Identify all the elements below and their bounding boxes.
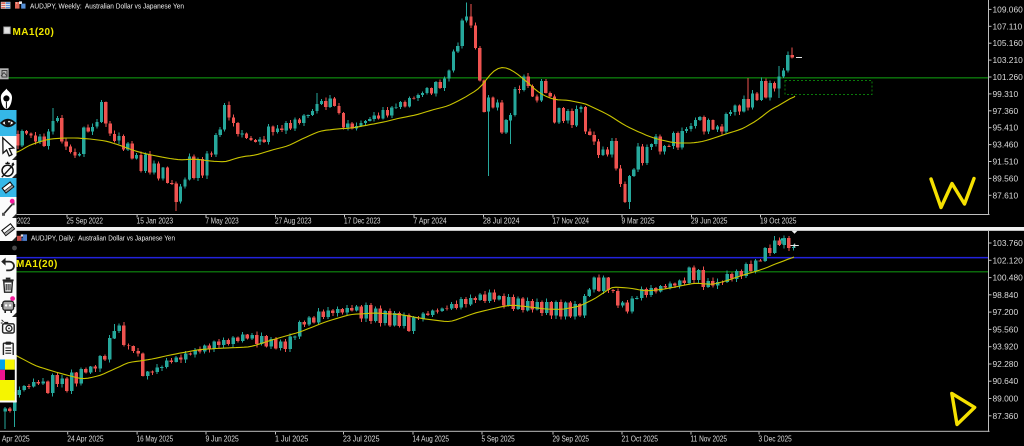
svg-text:14 Aug 2025: 14 Aug 2025 bbox=[413, 435, 450, 444]
svg-text:24 Apr 2025: 24 Apr 2025 bbox=[67, 435, 104, 444]
svg-text:90.640: 90.640 bbox=[993, 376, 1019, 386]
svg-text:97.360: 97.360 bbox=[993, 106, 1019, 116]
svg-text:87.360: 87.360 bbox=[993, 411, 1019, 421]
svg-text:98.840: 98.840 bbox=[993, 290, 1019, 300]
svg-text:2 Apr 2025: 2 Apr 2025 bbox=[0, 435, 30, 444]
svg-text:16 May 2025: 16 May 2025 bbox=[137, 435, 174, 444]
svg-text:5 Sep 2025: 5 Sep 2025 bbox=[482, 435, 516, 444]
svg-text:29 Jun 2025: 29 Jun 2025 bbox=[691, 216, 728, 225]
svg-text:99.310: 99.310 bbox=[993, 89, 1019, 99]
svg-text:89.000: 89.000 bbox=[993, 394, 1019, 404]
svg-text:25 Sep 2022: 25 Sep 2022 bbox=[67, 216, 104, 225]
svg-text:87.610: 87.610 bbox=[993, 190, 1019, 200]
svg-text:11 Nov 2025: 11 Nov 2025 bbox=[691, 435, 728, 444]
svg-text:7 May 2023: 7 May 2023 bbox=[206, 216, 240, 225]
svg-text:3 Dec 2025: 3 Dec 2025 bbox=[759, 435, 793, 444]
svg-text:97.200: 97.200 bbox=[993, 307, 1019, 317]
svg-text:19 Oct 2025: 19 Oct 2025 bbox=[760, 216, 797, 225]
svg-text:29 Sep 2025: 29 Sep 2025 bbox=[553, 435, 590, 444]
svg-text:23 Jul 2025: 23 Jul 2025 bbox=[343, 435, 380, 444]
svg-text:9 Jun 2025: 9 Jun 2025 bbox=[206, 435, 240, 444]
svg-text:MA1(20): MA1(20) bbox=[16, 259, 58, 270]
svg-text:101.260: 101.260 bbox=[993, 72, 1024, 82]
svg-text:7 Apr 2024: 7 Apr 2024 bbox=[414, 216, 448, 225]
svg-text:9 Mar 2025: 9 Mar 2025 bbox=[622, 216, 656, 225]
svg-text:95.560: 95.560 bbox=[993, 324, 1019, 334]
svg-text:103.760: 103.760 bbox=[993, 238, 1024, 248]
svg-text:2022: 2022 bbox=[17, 216, 31, 225]
svg-text:MA1(20): MA1(20) bbox=[13, 27, 55, 38]
svg-text:15 Jan 2023: 15 Jan 2023 bbox=[137, 216, 174, 225]
svg-text:93.460: 93.460 bbox=[993, 140, 1019, 150]
svg-text:92.280: 92.280 bbox=[993, 359, 1019, 369]
svg-text:17 Dec 2023: 17 Dec 2023 bbox=[344, 216, 381, 225]
svg-text:21 Oct 2025: 21 Oct 2025 bbox=[622, 435, 659, 444]
svg-text:102.120: 102.120 bbox=[993, 255, 1024, 265]
svg-text:95.410: 95.410 bbox=[993, 123, 1019, 133]
svg-text:AUDJPY, Daily: Australian Dol: AUDJPY, Daily: Australian Dollar vs Japa… bbox=[31, 234, 175, 243]
svg-text:AUDJPY, Weekly: Australian Do: AUDJPY, Weekly: Australian Dollar vs Jap… bbox=[30, 1, 184, 10]
svg-text:89.560: 89.560 bbox=[993, 173, 1019, 183]
svg-text:27 Aug 2023: 27 Aug 2023 bbox=[275, 216, 312, 225]
svg-text:107.110: 107.110 bbox=[993, 21, 1023, 31]
svg-text:103.210: 103.210 bbox=[993, 55, 1024, 65]
svg-text:28 Jul 2024: 28 Jul 2024 bbox=[483, 216, 520, 225]
svg-text:1 Jul 2025: 1 Jul 2025 bbox=[275, 435, 309, 444]
svg-text:100.480: 100.480 bbox=[993, 273, 1024, 283]
svg-text:17 Nov 2024: 17 Nov 2024 bbox=[553, 216, 590, 225]
svg-text:93.920: 93.920 bbox=[993, 342, 1019, 352]
svg-text:91.510: 91.510 bbox=[993, 157, 1019, 167]
svg-text:109.060: 109.060 bbox=[993, 4, 1024, 14]
svg-text:105.160: 105.160 bbox=[993, 38, 1024, 48]
